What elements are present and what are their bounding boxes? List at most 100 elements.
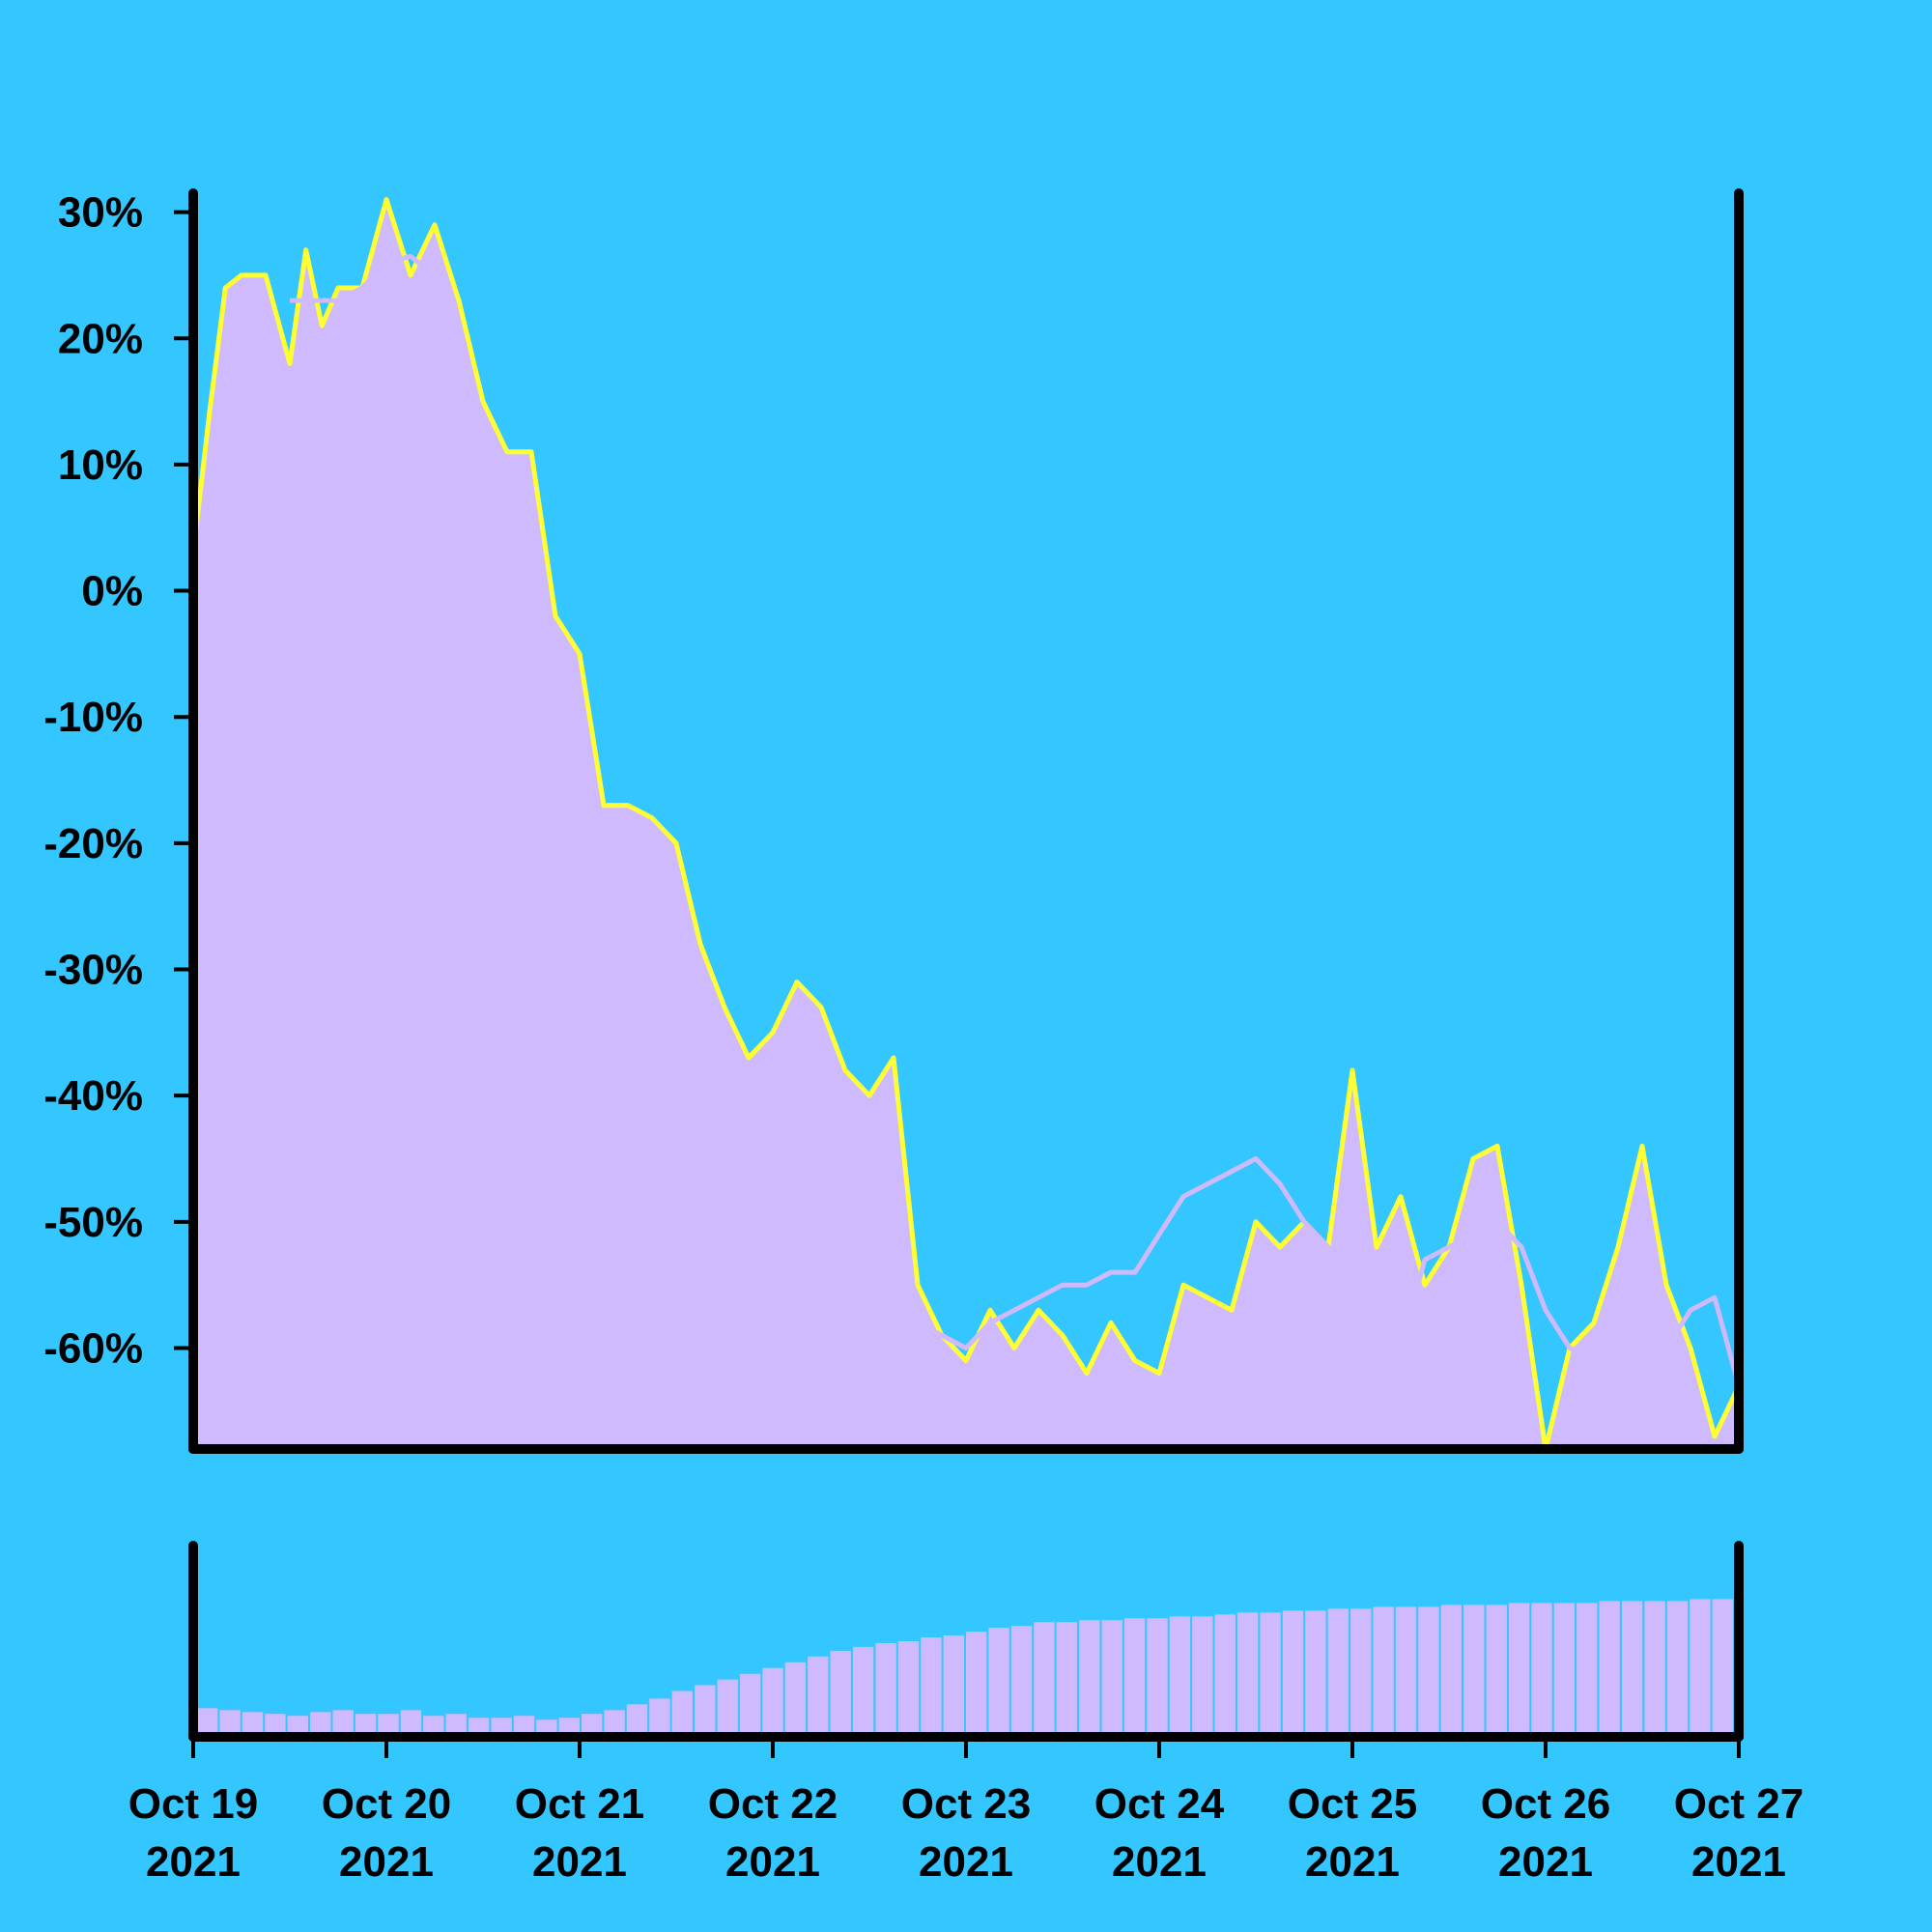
- y-tick-label: -20%: [43, 820, 143, 867]
- x-tick-year-label: 2021: [725, 1838, 820, 1886]
- y-tick-label: -60%: [43, 1324, 143, 1372]
- volume-bar: [445, 1714, 467, 1737]
- volume-bar: [762, 1667, 783, 1737]
- volume-bar: [1101, 1620, 1122, 1737]
- volume-plot: [197, 1599, 1733, 1737]
- x-tick-label: Oct 23: [901, 1780, 1032, 1828]
- volume-bar: [1282, 1610, 1304, 1737]
- volume-bar: [626, 1704, 648, 1737]
- volume-bar: [1577, 1603, 1598, 1737]
- volume-bar: [943, 1635, 964, 1737]
- volume-bar: [1644, 1601, 1665, 1737]
- volume-bar: [197, 1708, 218, 1737]
- y-tick-label: -40%: [43, 1072, 143, 1120]
- volume-bar: [242, 1712, 264, 1737]
- volume-bar: [897, 1641, 920, 1737]
- volume-bar: [1531, 1603, 1552, 1737]
- volume-bar: [739, 1673, 761, 1737]
- volume-bar: [1123, 1618, 1146, 1737]
- x-tick-year-label: 2021: [919, 1838, 1013, 1886]
- volume-bar: [1440, 1605, 1462, 1737]
- x-tick-label: Oct 20: [322, 1780, 452, 1828]
- y-axis-ticks: 30% 20% 10% 0% -10% -20% -30% -40% -50% -60%: [43, 189, 193, 1372]
- volume-bar: [219, 1710, 241, 1737]
- x-tick-label: Oct 21: [515, 1780, 645, 1828]
- volume-bar: [1327, 1608, 1349, 1737]
- x-tick-label: Oct 27: [1674, 1780, 1804, 1828]
- volume-bar: [921, 1637, 942, 1737]
- x-tick-year-label: 2021: [1305, 1838, 1400, 1886]
- volume-bar: [265, 1714, 286, 1737]
- volume-bar: [287, 1716, 308, 1737]
- volume-bar: [966, 1632, 987, 1737]
- volume-bar: [378, 1714, 399, 1737]
- x-tick-year-label: 2021: [146, 1838, 241, 1886]
- y-tick-label: -30%: [43, 947, 143, 994]
- y-tick-label: 10%: [58, 441, 143, 489]
- x-tick-label: Oct 19: [128, 1780, 259, 1828]
- price-area-fill: [193, 199, 1739, 1449]
- volume-bar: [604, 1710, 625, 1737]
- volume-bar: [582, 1714, 603, 1737]
- volume-bar: [1599, 1601, 1620, 1737]
- volume-bar: [1305, 1610, 1326, 1737]
- x-tick-label: Oct 25: [1288, 1780, 1418, 1828]
- volume-bar: [310, 1712, 331, 1737]
- volume-bar: [875, 1643, 896, 1737]
- x-tick-year-label: 2021: [1691, 1838, 1786, 1886]
- volume-bar: [1079, 1620, 1100, 1737]
- volume-bar: [1236, 1612, 1259, 1737]
- volume-bar: [355, 1714, 377, 1737]
- y-tick-label: 0%: [81, 568, 143, 615]
- volume-bar: [649, 1698, 670, 1737]
- volume-bar: [1463, 1605, 1485, 1737]
- volume-bar: [852, 1646, 874, 1737]
- volume-bar: [332, 1710, 354, 1737]
- x-tick-year-label: 2021: [339, 1838, 434, 1886]
- volume-bar: [423, 1716, 444, 1737]
- volume-bar: [1712, 1599, 1733, 1737]
- x-tick-label: Oct 24: [1094, 1780, 1225, 1828]
- volume-bar: [1373, 1606, 1394, 1737]
- volume-bar: [671, 1690, 693, 1737]
- volume-bar: [1486, 1605, 1507, 1737]
- axes: [188, 188, 1744, 1742]
- volume-bar: [988, 1628, 1009, 1737]
- y-tick-label: 30%: [58, 189, 143, 237]
- volume-bar: [400, 1710, 422, 1737]
- moving-average-line: [290, 253, 1742, 1389]
- x-tick-label: Oct 22: [708, 1780, 838, 1828]
- volume-bar: [808, 1656, 829, 1737]
- y-tick-label: 20%: [58, 315, 143, 362]
- volume-bar: [1690, 1599, 1711, 1737]
- x-tick-label: Oct 26: [1481, 1780, 1611, 1828]
- y-tick-label: -50%: [43, 1199, 143, 1246]
- volume-bar: [830, 1650, 851, 1737]
- volume-bar: [1214, 1614, 1236, 1737]
- y-tick-label: -10%: [43, 694, 143, 741]
- volume-bar: [1508, 1603, 1530, 1737]
- volume-bar: [1350, 1608, 1372, 1737]
- volume-bar: [1666, 1601, 1689, 1737]
- volume-bar: [1260, 1612, 1281, 1737]
- volume-bar: [1147, 1618, 1168, 1737]
- volume-bar: [1034, 1622, 1055, 1737]
- main-plot: [190, 197, 1742, 1452]
- volume-bar: [1010, 1626, 1033, 1737]
- x-tick-year-label: 2021: [1498, 1838, 1593, 1886]
- volume-bar: [1621, 1601, 1643, 1737]
- volume-bar: [1418, 1606, 1439, 1737]
- volume-bar: [1192, 1616, 1213, 1737]
- volume-bar: [513, 1716, 535, 1737]
- volume-bar: [695, 1685, 716, 1737]
- volume-bar: [784, 1662, 807, 1737]
- volume-bar: [1395, 1606, 1417, 1737]
- x-tick-year-label: 2021: [1112, 1838, 1207, 1886]
- volume-bar: [1056, 1622, 1077, 1737]
- x-axis-ticks: Oct 19 2021 Oct 20 2021 Oct 21 2021 Oct 22 2021…: [128, 1737, 1804, 1886]
- x-tick-year-label: 2021: [532, 1838, 627, 1886]
- volume-bar: [1169, 1616, 1191, 1737]
- volume-bar: [717, 1679, 738, 1737]
- volume-bar: [1553, 1603, 1576, 1737]
